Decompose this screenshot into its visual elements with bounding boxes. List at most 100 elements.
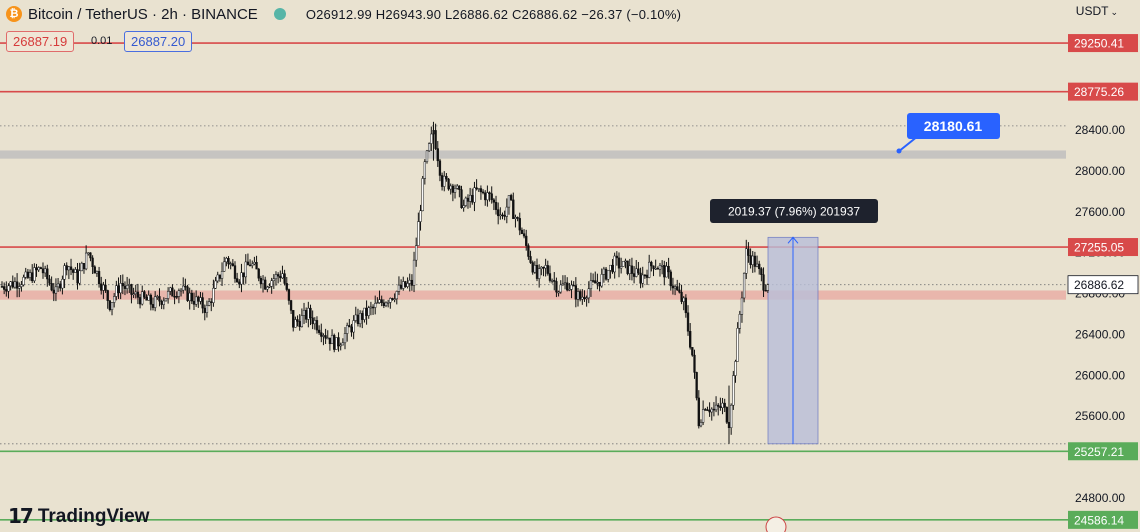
price-callout[interactable] xyxy=(907,113,1000,139)
candle-body xyxy=(445,175,448,180)
candle-body xyxy=(745,248,748,274)
candle-body xyxy=(190,292,193,302)
candle-body xyxy=(479,188,483,193)
price-level-tag-0[interactable] xyxy=(1068,34,1138,53)
candle-body xyxy=(585,297,588,300)
candle-body xyxy=(218,274,222,279)
candle-body xyxy=(382,302,385,306)
candle-body xyxy=(302,310,306,316)
candle-body xyxy=(527,245,530,257)
candle-body xyxy=(764,290,767,292)
candle-body xyxy=(253,262,256,265)
price-callout-label: 28180.61 xyxy=(924,118,983,134)
candle-body xyxy=(656,268,659,270)
measure-arrow-head-icon xyxy=(787,236,799,244)
price-level-tag-2[interactable] xyxy=(1068,238,1138,257)
candle-body xyxy=(322,335,325,337)
candle-body xyxy=(179,289,183,292)
candle-body xyxy=(110,302,114,310)
candle-body xyxy=(261,279,265,285)
candle-body xyxy=(708,409,711,413)
candle-body xyxy=(335,337,338,350)
candle-body xyxy=(242,272,245,278)
candle-body xyxy=(348,325,351,328)
candle-body xyxy=(408,279,411,284)
candle-body xyxy=(300,315,304,328)
candle-body xyxy=(462,205,465,208)
candle-body xyxy=(24,271,27,278)
tradingview-logo[interactable]: 𝟭𝟳 TradingView xyxy=(8,504,149,529)
candle-body xyxy=(246,261,250,266)
candle-body xyxy=(9,281,12,287)
candle-body xyxy=(376,302,379,304)
candle-body xyxy=(546,265,549,274)
y-tick-label: 28400.00 xyxy=(1075,123,1125,137)
candle-body xyxy=(568,289,571,291)
candle-body xyxy=(665,265,668,278)
candle-body xyxy=(164,298,168,302)
candle-body xyxy=(645,274,649,278)
candle-body xyxy=(333,335,336,350)
candle-body xyxy=(154,296,157,308)
symbol-title[interactable]: Bitcoin / TetherUS · 2h · BINANCE xyxy=(28,5,258,23)
y-tick-label: 26000.00 xyxy=(1075,368,1125,382)
candle-body xyxy=(660,265,664,267)
flag-icon[interactable] xyxy=(765,516,787,532)
candle-body xyxy=(46,268,49,280)
currency-selector[interactable]: USDT ⌄ xyxy=(1076,4,1118,18)
candle-body xyxy=(766,284,769,291)
candle-body xyxy=(579,291,582,300)
candle-body xyxy=(145,296,148,301)
sell-price-button[interactable]: 26887.19 xyxy=(6,31,75,52)
candle-body xyxy=(572,284,575,287)
candle-body xyxy=(186,286,189,301)
candle-body xyxy=(451,185,455,193)
measure-label: 2019.37 (7.96%) 201937 xyxy=(728,205,860,219)
candle-body xyxy=(324,335,327,339)
candle-body xyxy=(309,307,312,319)
price-level-tag-3[interactable] xyxy=(1068,442,1138,461)
candle-body xyxy=(113,296,116,303)
candle-body xyxy=(31,272,34,282)
candle-body xyxy=(199,297,202,302)
candle-body xyxy=(87,252,90,255)
candle-body xyxy=(749,255,752,265)
candle-body xyxy=(458,185,461,190)
candle-body xyxy=(520,229,524,234)
candle-body xyxy=(393,298,396,301)
candle-body xyxy=(550,280,554,282)
candle-body xyxy=(65,265,68,271)
candle-body xyxy=(555,281,558,293)
candle-body xyxy=(37,267,40,271)
candle-body xyxy=(540,266,543,269)
candle-body xyxy=(544,265,547,269)
candle-body xyxy=(74,269,77,273)
candle-body xyxy=(244,261,247,278)
candle-body xyxy=(725,407,729,423)
candle-body xyxy=(615,255,618,259)
candle-body xyxy=(363,307,366,320)
candle-body xyxy=(283,273,286,284)
candle-body xyxy=(755,263,759,267)
price-level-tag-4[interactable] xyxy=(1068,510,1138,529)
candle-body xyxy=(240,272,243,285)
candle-body xyxy=(305,310,308,320)
candle-body xyxy=(89,252,92,259)
candle-body xyxy=(20,284,23,287)
candle-body xyxy=(13,281,17,288)
candle-body xyxy=(712,408,716,411)
price-level-tag-1[interactable] xyxy=(1068,82,1138,101)
candle-body xyxy=(169,287,172,292)
candle-body xyxy=(714,404,718,411)
currency-label: USDT xyxy=(1075,4,1109,18)
candle-body xyxy=(339,344,342,347)
candle-body xyxy=(238,281,241,285)
candle-body xyxy=(138,297,142,305)
candle-body xyxy=(678,289,681,293)
candle-body xyxy=(195,296,198,305)
candle-body xyxy=(11,281,14,288)
candle-body xyxy=(223,261,226,272)
candle-body xyxy=(563,282,567,285)
buy-price-button[interactable]: 26887.20 xyxy=(124,31,193,52)
